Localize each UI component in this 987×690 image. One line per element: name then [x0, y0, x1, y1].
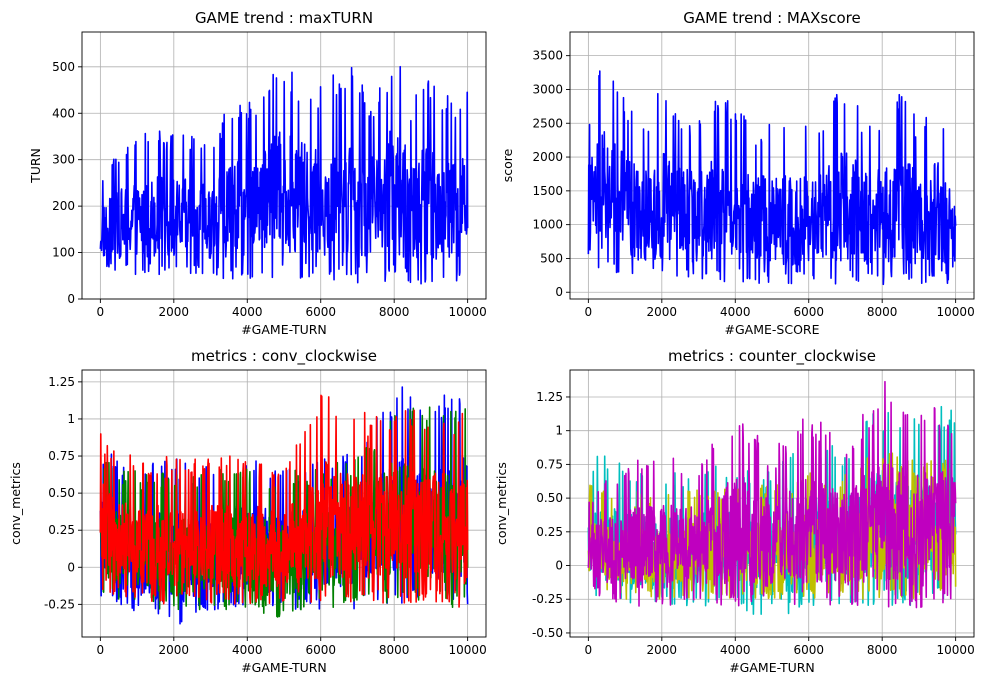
chart-title: metrics : counter_clockwise	[668, 347, 876, 366]
x-tick-label: 4000	[232, 305, 263, 319]
chart-title: GAME trend : maxTURN	[195, 9, 373, 27]
x-tick-label: 0	[585, 305, 593, 319]
y-tick-label: 500	[52, 60, 75, 74]
x-axis-label: #GAME-TURN	[729, 660, 815, 675]
axes-frame	[81, 369, 487, 638]
y-tick-label: 0	[555, 285, 563, 299]
axes-frame	[569, 369, 975, 638]
y-tick-label: 0.75	[48, 449, 75, 463]
x-tick-label: 8000	[379, 305, 410, 319]
series-group	[587, 380, 957, 615]
y-tick-label: -0.50	[532, 626, 563, 640]
y-axis-label: conv_metrics	[8, 462, 23, 545]
series-group	[99, 65, 469, 285]
y-tick-label: 500	[540, 251, 563, 265]
x-axis-label: #GAME-TURN	[241, 660, 327, 675]
x-tick-label: 2000	[647, 305, 678, 319]
subplot-3: 0 2000 4000 6000 8000 10000 -0.25 0 0.25 0.50 0.75…	[8, 347, 487, 675]
y-tick-label: 0.50	[536, 491, 563, 505]
y-tick-label: 0	[67, 292, 75, 306]
axes-frame	[81, 31, 487, 300]
y-tick-label: 100	[52, 246, 75, 260]
series-line-3	[587, 380, 957, 609]
x-tick-label: 2000	[159, 643, 190, 657]
x-axis-label: #GAME-SCORE	[725, 322, 820, 337]
x-tick-label: 4000	[720, 305, 751, 319]
x-tick-label: 0	[585, 643, 593, 657]
y-tick-label: 2000	[532, 150, 563, 164]
x-tick-label: 4000	[720, 643, 751, 657]
y-tick-label: 0	[555, 559, 563, 573]
x-tick-label: 10000	[449, 643, 487, 657]
series-line-3	[99, 394, 469, 608]
y-axis-label: conv_metrics	[494, 462, 509, 545]
subplot-4: 0 2000 4000 6000 8000 10000 -0.50 -0.25 0 0.25 0.5…	[494, 347, 975, 675]
y-tick-label: 0.50	[48, 486, 75, 500]
y-tick-label: 300	[52, 153, 75, 167]
subplot-2: 0 2000 4000 6000 8000 10000 0 500 1000 1500 2000 25…	[500, 9, 975, 337]
x-axis-label: #GAME-TURN	[241, 322, 327, 337]
x-tick-label: 10000	[937, 643, 975, 657]
x-tick-label: 10000	[937, 305, 975, 319]
y-tick-label: -0.25	[44, 597, 75, 611]
x-tick-label: 4000	[232, 643, 263, 657]
chart-title: metrics : conv_clockwise	[191, 347, 377, 366]
y-tick-label: 0.75	[536, 457, 563, 471]
y-tick-label: 0	[67, 560, 75, 574]
series-group	[587, 70, 957, 286]
y-tick-label: 1.25	[48, 375, 75, 389]
y-tick-label: 1500	[532, 184, 563, 198]
y-axis-label: TURN	[28, 148, 43, 184]
y-axis-label: score	[500, 148, 515, 182]
x-tick-label: 2000	[647, 643, 678, 657]
x-tick-label: 0	[97, 305, 105, 319]
x-tick-label: 6000	[305, 305, 336, 319]
y-tick-label: 2500	[532, 116, 563, 130]
x-tick-label: 6000	[305, 643, 336, 657]
y-tick-label: 1	[67, 412, 75, 426]
x-tick-label: 6000	[793, 643, 824, 657]
y-tick-label: 3500	[532, 49, 563, 63]
chart-title: GAME trend : MAXscore	[683, 9, 860, 27]
y-tick-label: 1000	[532, 218, 563, 232]
y-tick-label: 1.25	[536, 390, 563, 404]
x-tick-label: 8000	[867, 643, 898, 657]
series-line-1	[587, 70, 957, 286]
y-tick-label: 0.25	[48, 523, 75, 537]
y-tick-label: 1	[555, 424, 563, 438]
x-tick-label: 8000	[867, 305, 898, 319]
x-tick-label: 2000	[159, 305, 190, 319]
y-tick-label: 400	[52, 106, 75, 120]
x-tick-label: 8000	[379, 643, 410, 657]
x-tick-label: 6000	[793, 305, 824, 319]
y-tick-label: 0.25	[536, 525, 563, 539]
y-tick-label: -0.25	[532, 592, 563, 606]
axes-frame	[569, 31, 975, 300]
x-tick-label: 0	[97, 643, 105, 657]
series-group	[99, 386, 469, 625]
series-line-1	[99, 65, 469, 285]
y-tick-label: 3000	[532, 82, 563, 96]
x-tick-label: 10000	[449, 305, 487, 319]
y-tick-label: 200	[52, 199, 75, 213]
subplot-1: 0 2000 4000 6000 8000 10000 0 100 200 300 400 500 GA…	[28, 9, 487, 337]
